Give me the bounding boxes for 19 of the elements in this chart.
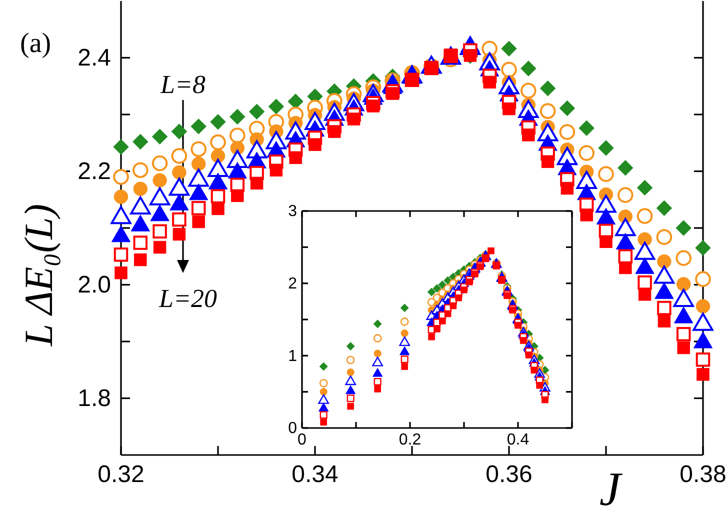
y-tick-label: 2.2: [78, 158, 111, 185]
y-tick-label: 3: [288, 203, 298, 220]
y-tick-label: 1: [288, 348, 298, 365]
y-tick-label: 2.0: [78, 271, 111, 298]
annotation: L=8: [159, 70, 206, 99]
x-tick-label: 0.32: [98, 461, 144, 488]
y-tick-label: 2.4: [78, 44, 111, 72]
x-axis-title: J: [599, 463, 624, 512]
y-tick-label: 0: [288, 420, 298, 438]
y-tick-label: 2: [288, 275, 298, 292]
x-tick-label: 0.36: [486, 461, 532, 488]
x-tick-label: 0.2: [398, 431, 422, 448]
text: (a): [20, 28, 52, 59]
y-tick-label: 1.8: [78, 384, 111, 412]
x-tick-label: 0.4: [506, 431, 530, 448]
x-tick-label: 0.38: [680, 461, 726, 488]
y-axis-title: L ΔE₀(L): [16, 204, 61, 348]
annotation: L=20: [158, 284, 218, 313]
x-tick-label: 0.34: [292, 461, 338, 488]
